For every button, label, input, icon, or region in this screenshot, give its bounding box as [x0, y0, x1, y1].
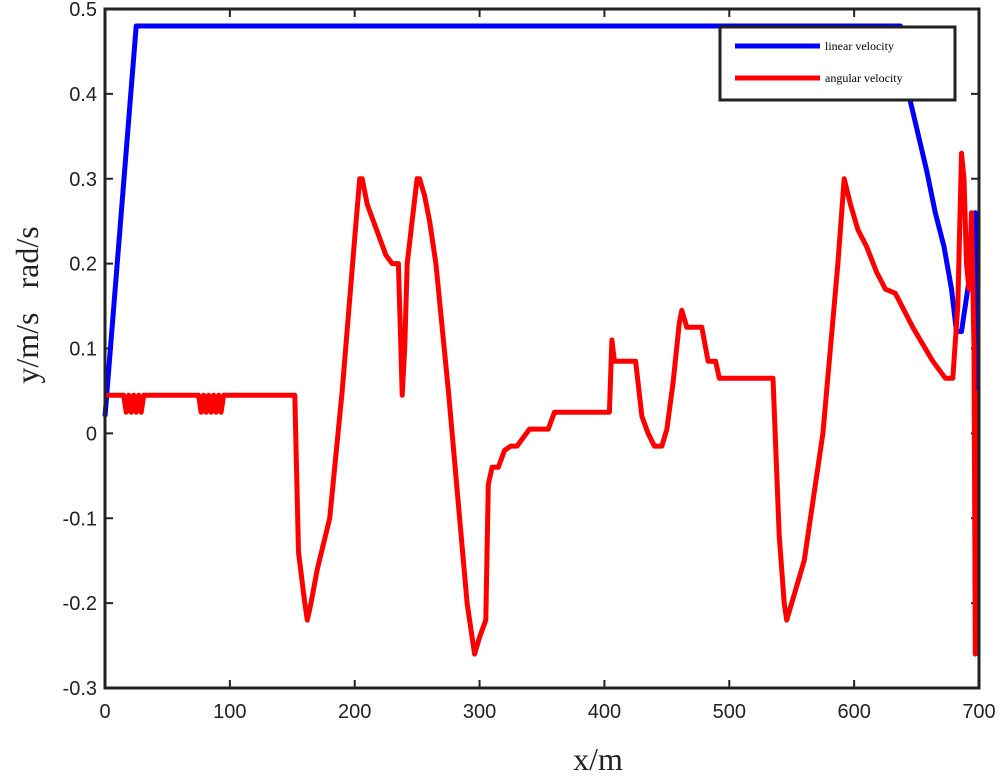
x-tick-label: 100 [213, 701, 246, 723]
legend-label: linear velocity [825, 39, 894, 53]
x-tick-label: 200 [338, 701, 371, 723]
y-tick-label: 0.2 [69, 254, 97, 276]
y-tick-label: 0.4 [69, 84, 97, 106]
y-tick-label: 0.5 [69, 0, 97, 21]
y-tick-label: -0.1 [63, 508, 97, 530]
y-tick-label: -0.3 [63, 678, 97, 700]
x-tick-label: 300 [463, 701, 496, 723]
x-tick-label: 600 [837, 701, 870, 723]
x-tick-label: 0 [99, 701, 110, 723]
x-tick-label: 700 [962, 701, 995, 723]
legend-label: angular velocity [825, 71, 903, 85]
data-line [105, 150, 979, 657]
x-axis-label: x/m [573, 741, 623, 777]
y-tick-label: 0.1 [69, 339, 97, 361]
y-tick-label: -0.2 [63, 593, 97, 615]
legend-box [718, 25, 957, 102]
y-tick-label: 0.3 [69, 169, 97, 191]
plot-frame [103, 7, 981, 690]
y-tick-label: 0 [86, 423, 97, 445]
y-axis-label: y/m/s rad/s [9, 226, 45, 383]
x-tick-label: 500 [713, 701, 746, 723]
x-tick-label: 400 [588, 701, 621, 723]
